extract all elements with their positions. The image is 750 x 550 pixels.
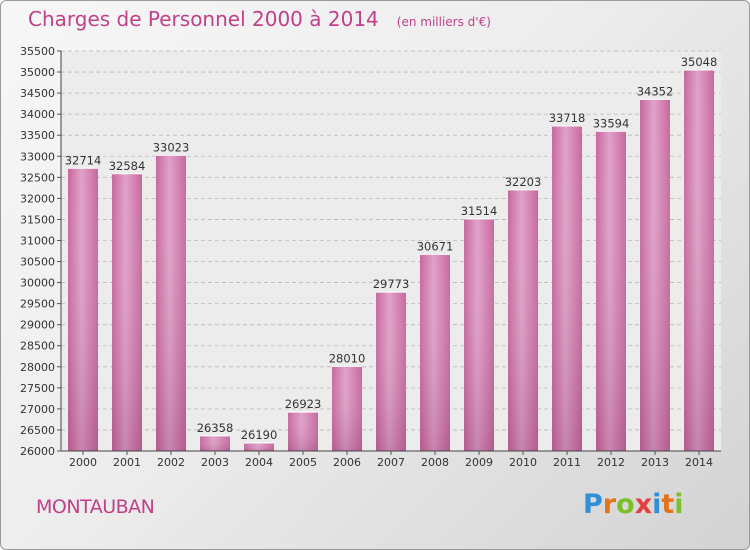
y-tick-label: 34000 xyxy=(20,108,55,121)
y-tick-label: 26000 xyxy=(20,445,55,458)
y-tick-label: 29000 xyxy=(20,319,55,332)
bar-shade xyxy=(640,99,670,451)
logo-letter: o xyxy=(616,489,635,520)
logo-letter: t xyxy=(661,489,675,520)
x-tick-label: 2001 xyxy=(113,456,141,469)
y-tick-label: 35000 xyxy=(20,66,55,79)
x-tick-label: 2004 xyxy=(245,456,273,469)
y-tick-label: 29500 xyxy=(20,298,55,311)
x-tick-label: 2002 xyxy=(157,456,185,469)
y-tick-label: 27500 xyxy=(20,382,55,395)
bar-shade xyxy=(244,443,274,451)
x-tick-label: 2005 xyxy=(289,456,317,469)
x-tick-label: 2008 xyxy=(421,456,449,469)
x-tick-label: 2012 xyxy=(597,456,625,469)
proxiti-logo: Proxiti xyxy=(583,489,684,520)
y-tick-label: 31000 xyxy=(20,234,55,247)
logo-letter: i xyxy=(674,489,684,520)
x-tick-label: 2003 xyxy=(201,456,229,469)
y-tick-label: 30500 xyxy=(20,256,55,269)
data-label: 33718 xyxy=(549,111,586,125)
y-tick-label: 30000 xyxy=(20,277,55,290)
data-label: 29773 xyxy=(373,277,410,291)
x-tick-label: 2011 xyxy=(553,456,581,469)
chart-title: Charges de Personnel 2000 à 2014 (en mill… xyxy=(28,7,491,31)
bar-shade xyxy=(200,435,230,451)
x-tick-label: 2009 xyxy=(465,456,493,469)
logo-letter: P xyxy=(583,489,603,520)
chart-title-text: Charges de Personnel 2000 à 2014 xyxy=(28,7,379,31)
y-tick-label: 32500 xyxy=(20,171,55,184)
data-label: 32584 xyxy=(109,159,146,173)
data-label: 34352 xyxy=(637,84,674,98)
y-tick-label: 33000 xyxy=(20,150,55,163)
bar-shade xyxy=(332,366,362,451)
y-tick-label: 35500 xyxy=(20,45,55,58)
data-label: 26358 xyxy=(197,421,234,435)
data-label: 30671 xyxy=(417,239,454,253)
data-label: 32203 xyxy=(505,175,542,189)
bar-shade xyxy=(288,412,318,451)
y-tick-label: 31500 xyxy=(20,213,55,226)
bar-shade xyxy=(684,70,714,451)
data-label: 33594 xyxy=(593,116,630,130)
bar-shade xyxy=(464,218,494,451)
logo-letter: r xyxy=(602,489,617,520)
y-tick-label: 33500 xyxy=(20,129,55,142)
data-label: 28010 xyxy=(329,351,366,365)
logo-letter: i xyxy=(652,489,662,520)
y-tick-label: 28000 xyxy=(20,361,55,374)
x-tick-label: 2000 xyxy=(69,456,97,469)
bar-shade xyxy=(68,168,98,451)
data-label: 26190 xyxy=(241,428,278,442)
data-label: 26923 xyxy=(285,397,322,411)
data-label: 35048 xyxy=(681,55,718,69)
y-tick-label: 34500 xyxy=(20,87,55,100)
data-label: 33023 xyxy=(153,140,190,154)
y-tick-label: 32000 xyxy=(20,192,55,205)
bar-shade xyxy=(552,126,582,451)
y-tick-label: 28500 xyxy=(20,340,55,353)
chart-subtitle: (en milliers d'€) xyxy=(396,15,491,29)
bar-shade xyxy=(420,254,450,451)
bar-shade xyxy=(596,131,626,451)
y-tick-label: 27000 xyxy=(20,403,55,416)
x-tick-label: 2010 xyxy=(509,456,537,469)
x-tick-label: 2013 xyxy=(641,456,669,469)
x-tick-label: 2014 xyxy=(685,456,713,469)
x-tick-label: 2006 xyxy=(333,456,361,469)
x-tick-label: 2007 xyxy=(377,456,405,469)
bar-shade xyxy=(112,173,142,452)
logo-letter: x xyxy=(634,489,653,520)
city-name: MONTAUBAN xyxy=(36,496,155,518)
bar-shade xyxy=(376,292,406,451)
data-label: 32714 xyxy=(65,153,102,167)
bar-shade xyxy=(156,155,186,451)
bar-shade xyxy=(508,189,538,452)
data-label: 31514 xyxy=(461,204,498,218)
y-tick-label: 26500 xyxy=(20,424,55,437)
